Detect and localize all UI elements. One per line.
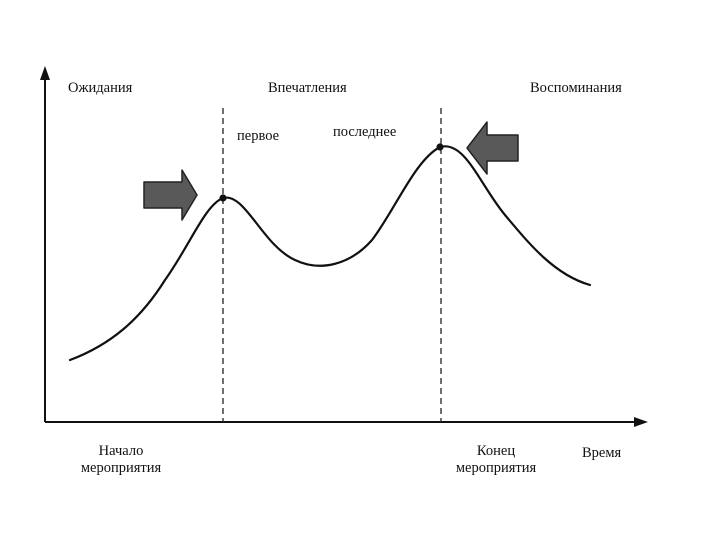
x-axis-arrowhead [634, 417, 648, 427]
memories-label: Воспоминания [530, 80, 622, 96]
first-peak-marker [219, 194, 227, 202]
axes [40, 66, 648, 427]
impressions-label: Впечатления [268, 80, 347, 96]
left-arrow-icon [466, 121, 519, 175]
event-start-line1: Начало [98, 443, 144, 459]
first-impression-label: первое [237, 128, 280, 144]
last-peak-marker [436, 143, 444, 151]
event-end-line2: мероприятия [455, 460, 537, 476]
time-axis-label: Время [582, 445, 622, 461]
right-arrow-icon [143, 169, 198, 221]
event-end-label: Конец мероприятия [441, 443, 551, 477]
event-end-line1: Конец [476, 443, 516, 459]
y-axis-arrowhead [40, 66, 50, 80]
last-impression-label: последнее [333, 124, 397, 140]
event-start-label: Начало мероприятия [66, 443, 176, 477]
experience-curve [68, 145, 592, 362]
expectations-label: Ожидания [68, 80, 133, 96]
event-start-line2: мероприятия [80, 460, 162, 476]
